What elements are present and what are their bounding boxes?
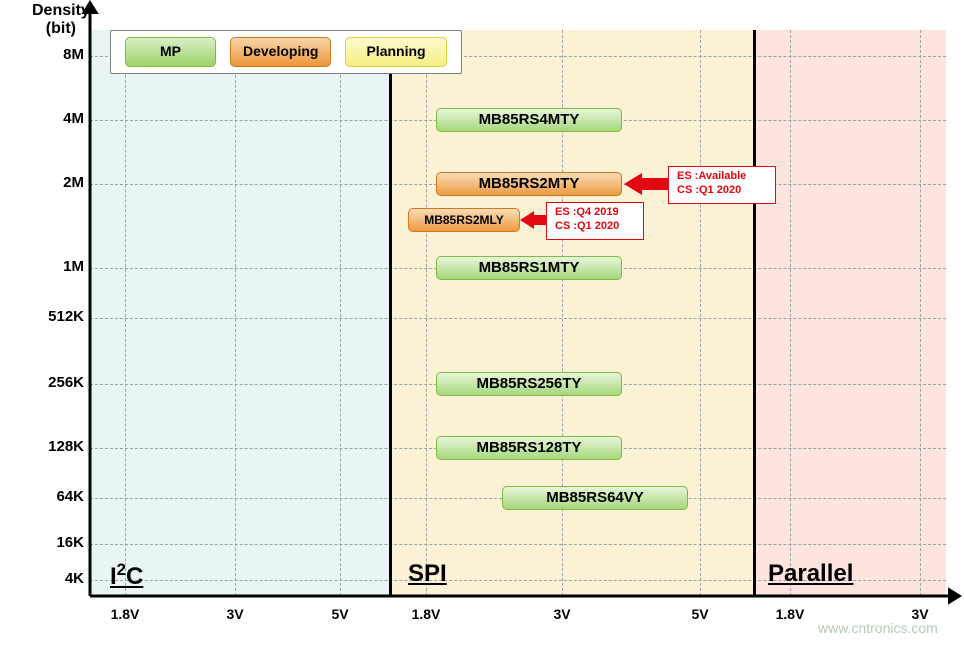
parallel-region-title: Parallel [768, 560, 853, 588]
y-tick-label: 4M [24, 110, 84, 127]
x-tick-label: 5V [680, 606, 720, 622]
parallel-region [754, 30, 946, 596]
region-separator [389, 30, 392, 596]
spi-region-title: SPI [408, 560, 447, 588]
x-tick-label: 5V [320, 606, 360, 622]
y-tick-label: 256K [24, 374, 84, 391]
y-axis-title: Density(bit) [32, 2, 90, 39]
gridline-v [125, 30, 126, 596]
x-tick-label: 1.8V [105, 606, 145, 622]
x-tick-label: 1.8V [406, 606, 446, 622]
y-tick-label: 8M [24, 46, 84, 63]
x-tick-label: 3V [215, 606, 255, 622]
gridline-h [90, 544, 946, 545]
y-tick-label: 16K [24, 534, 84, 551]
gridline-v [700, 30, 701, 596]
x-tick-label: 3V [542, 606, 582, 622]
region-separator [753, 30, 756, 596]
gridline-v [790, 30, 791, 596]
product-mb85rs128ty: MB85RS128TY [436, 436, 622, 460]
gridline-v [235, 30, 236, 596]
x-tick-label: 1.8V [770, 606, 810, 622]
callout-rs2mly-line1: ES :Q4 2019 [555, 206, 635, 220]
y-tick-label: 1M [24, 258, 84, 275]
callout-rs2mty-line2: CS :Q1 2020 [677, 184, 767, 198]
y-tick-label: 64K [24, 488, 84, 505]
y-tick-label: 4K [24, 570, 84, 587]
legend-item-0: MP [125, 37, 216, 67]
legend-item-2: Planning [345, 37, 446, 67]
callout-rs2mty-line1: ES :Available [677, 170, 767, 184]
gridline-v [426, 30, 427, 596]
gridline-v [920, 30, 921, 596]
product-mb85rs4mty: MB85RS4MTY [436, 108, 622, 132]
product-mb85rs1mty: MB85RS1MTY [436, 256, 622, 280]
y-tick-label: 128K [24, 438, 84, 455]
legend-item-1: Developing [230, 37, 331, 67]
gridline-h [90, 318, 946, 319]
legend: MP Developing Planning [110, 30, 462, 74]
callout-rs2mty: ES :AvailableCS :Q1 2020 [668, 166, 776, 204]
product-mb85rs256ty: MB85RS256TY [436, 372, 622, 396]
product-mb85rs2mty: MB85RS2MTY [436, 172, 622, 196]
product-mb85rs2mly: MB85RS2MLY [408, 208, 520, 232]
i2c-region-title: I2C [110, 560, 143, 591]
callout-rs2mly: ES :Q4 2019CS :Q1 2020 [546, 202, 644, 240]
gridline-v [340, 30, 341, 596]
chart-stage: Density(bit) 8M 4M 2M 1M 512K 256K 128K 64K 16K 4K… [0, 0, 964, 648]
y-tick-label: 2M [24, 174, 84, 191]
product-mb85rs64vy: MB85RS64VY [502, 486, 688, 510]
watermark: www.cntronics.com [818, 620, 938, 636]
i2c-region [90, 30, 390, 596]
callout-rs2mly-line2: CS :Q1 2020 [555, 220, 635, 234]
y-tick-label: 512K [24, 308, 84, 325]
